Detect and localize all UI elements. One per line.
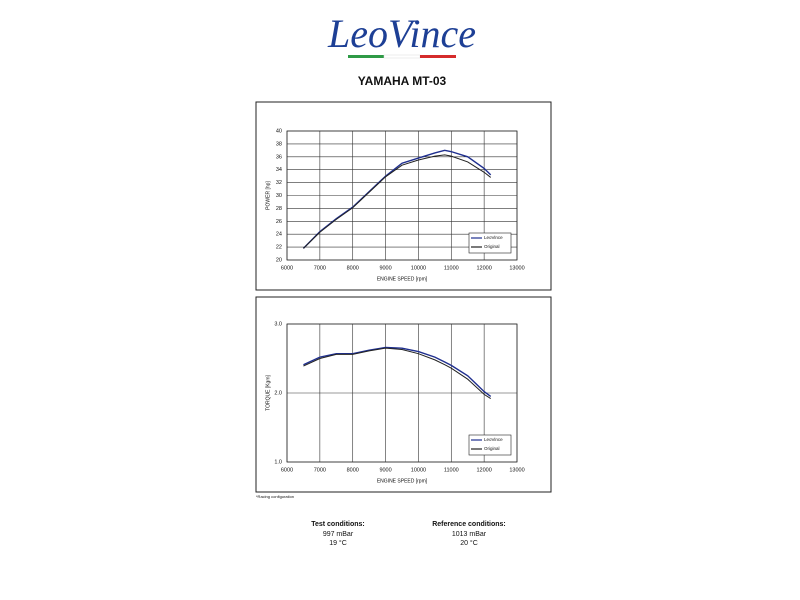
x-axis-label: ENGINE SPEED [rpm] [377,478,428,484]
conditions-line: 997 mBar [323,531,354,538]
logo: LeoVince [327,11,476,56]
x-tick-label: 13000 [509,265,524,271]
y-axis-label: TORQUE [Kgm] [265,375,271,411]
chart-frame [255,101,552,291]
x-tick-label: 8000 [347,467,359,473]
y-tick-label: 1.0 [274,459,282,465]
x-tick-label: 8000 [347,265,359,271]
x-tick-label: 7000 [314,467,326,473]
x-tick-label: 9000 [379,265,391,271]
y-tick-label: 36 [276,154,282,160]
y-tick-label: 2.0 [274,390,282,396]
logo-stripe [348,55,384,58]
legend-label: Original [484,446,500,451]
line-series [303,346,492,398]
y-tick-label: 3.0 [274,321,282,327]
y-tick-label: 24 [276,232,282,238]
x-tick-label: 11000 [444,467,459,473]
x-tick-label: 6000 [281,467,293,473]
conditions-line: 19 °C [329,539,347,547]
y-tick-label: 30 [276,193,282,199]
legend-label: LeoVince [484,235,503,240]
y-tick-label: 26 [276,219,282,225]
y-tick-label: 38 [276,141,282,147]
logo-stripe [383,54,421,59]
conditions-title: Reference conditions: [432,521,506,528]
conditions-line: 20 °C [460,539,478,547]
x-tick-label: 12000 [476,265,491,271]
legend-label: LeoVince [484,437,503,442]
x-tick-label: 13000 [509,467,524,473]
y-tick-label: 32 [276,180,282,186]
y-tick-label: 20 [276,257,282,263]
line-series [303,154,492,249]
y-tick-label: 34 [276,167,282,173]
legend-label: Original [484,244,500,249]
y-tick-label: 22 [276,245,282,251]
x-tick-label: 10000 [411,265,426,271]
x-tick-label: 11000 [444,265,459,271]
footnote: *Racing configuration [256,494,294,499]
line-series [303,347,491,399]
y-tick-label: 40 [276,128,282,134]
x-tick-label: 10000 [411,467,426,473]
conditions-line: 1013 mBar [452,531,487,538]
y-axis-label: POWER [hp] [265,181,271,210]
logo-stripe [420,55,456,58]
x-tick-label: 7000 [314,265,326,271]
title: YAMAHA MT-03 [358,74,447,88]
conditions-title: Test conditions: [311,521,365,528]
line-series [302,149,492,249]
x-tick-label: 6000 [281,265,293,271]
x-tick-label: 9000 [379,467,391,473]
y-tick-label: 28 [276,206,282,212]
x-tick-label: 12000 [476,467,491,473]
chart-frame [255,296,552,493]
x-axis-label: ENGINE SPEED [rpm] [377,276,428,282]
